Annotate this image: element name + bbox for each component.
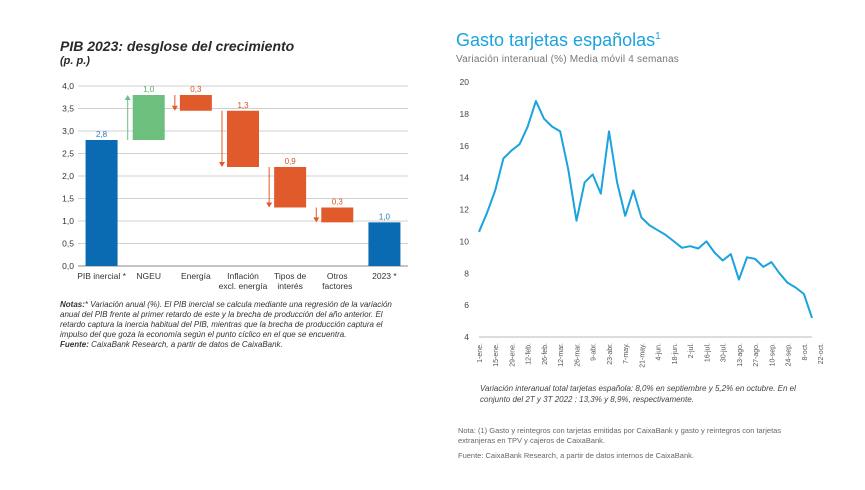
- line-y-tick-label: 10: [460, 236, 470, 246]
- notes-text: * Variación anual (%). El PIB inercial s…: [60, 300, 392, 339]
- waterfall-x-tick-label: excl. energía: [219, 281, 268, 291]
- source-text: CaixaBank Research, a partir de datos de…: [88, 340, 283, 349]
- line-x-tick-label: 21-may.: [639, 343, 646, 368]
- line-x-tick-label: 1-ene.: [477, 343, 484, 363]
- waterfall-x-tick-label: NGEU: [136, 271, 161, 281]
- waterfall-y-tick-label: 3,5: [62, 104, 74, 114]
- right-chart-title: Gasto tarjetas españolas1: [456, 30, 661, 51]
- waterfall-data-label: 0,3: [332, 198, 344, 207]
- left-chart-title: PIB 2023: desglose del crecimiento: [60, 38, 295, 54]
- line-x-tick-label: 22-oct.: [818, 343, 825, 364]
- line-y-tick-label: 14: [460, 173, 470, 183]
- right-chart-note: Nota: (1) Gasto y reintegros con tarjeta…: [458, 426, 782, 445]
- waterfall-arrow-head: [124, 95, 131, 100]
- waterfall-x-tick-label: factores: [322, 281, 352, 291]
- line-x-tick-label: 4-jun.: [656, 343, 663, 361]
- line-y-tick-label: 12: [460, 205, 470, 215]
- line-x-tick-label: 18-jun.: [672, 343, 679, 364]
- waterfall-bar: [85, 140, 118, 266]
- line-y-tick-label: 4: [464, 332, 469, 342]
- line-x-tick-label: 26-feb.: [542, 343, 549, 365]
- waterfall-bar: [227, 110, 259, 167]
- waterfall-y-tick-label: 1,0: [62, 216, 74, 226]
- source-label: Fuente:: [60, 340, 89, 349]
- line-y-tick-label: 8: [464, 268, 469, 278]
- line-y-tick-label: 6: [464, 300, 469, 310]
- waterfall-x-tick-label: Tipos de: [274, 271, 307, 281]
- waterfall-bar: [132, 95, 165, 140]
- line-x-tick-label: 7-may.: [623, 343, 630, 364]
- waterfall-y-tick-label: 1,5: [62, 194, 74, 204]
- line-x-tick-label: 29-ene.: [509, 343, 516, 367]
- waterfall-chart: 0,0 0,5 1,0 1,5 2,0 2,5 3,0 3,5 4,0 2,8 PIB inerci…: [62, 81, 408, 291]
- waterfall-bar: [368, 222, 401, 266]
- waterfall-data-label: 0,9: [285, 157, 297, 166]
- waterfall-bar: [274, 167, 307, 208]
- line-series: [478, 100, 813, 319]
- waterfall-x-tick-label: Otros: [327, 271, 348, 281]
- waterfall-x-tick-label: interés: [277, 281, 303, 291]
- waterfall-y-tick-label: 3,0: [62, 126, 74, 136]
- line-y-tick-label: 16: [460, 141, 470, 151]
- line-x-tick-label: 13-ago.: [737, 343, 744, 367]
- waterfall-y-tick-label: 0,5: [62, 239, 74, 249]
- waterfall-y-tick-label: 0,0: [62, 261, 74, 271]
- left-chart-unit: (p. p.): [60, 55, 90, 67]
- line-x-tick-label: 27-ago.: [753, 343, 760, 367]
- right-chart-subtitle: Variación interanual (%) Media móvil 4 s…: [456, 54, 679, 65]
- right-title-text: Gasto tarjetas españolas: [456, 30, 656, 50]
- waterfall-x-tick-label: PIB inercial *: [77, 271, 126, 281]
- line-x-tick-label: 9-abr.: [591, 343, 598, 361]
- waterfall-arrow-head: [219, 162, 225, 167]
- waterfall-y-tick-label: 2,5: [62, 149, 74, 159]
- right-title-footnote-mark: 1: [655, 31, 661, 42]
- waterfall-y-tick-label: 2,0: [62, 171, 74, 181]
- waterfall-bar: [179, 95, 212, 111]
- line-x-tick-label: 8-oct.: [802, 343, 809, 361]
- waterfall-x-tick-label: Energía: [181, 271, 211, 281]
- waterfall-y-tick-label: 4,0: [62, 81, 74, 91]
- waterfall-data-label: 1,0: [379, 212, 391, 221]
- right-chart-annotation: Variación interanual total tarjetas espa…: [480, 384, 796, 404]
- waterfall-arrow-head: [266, 202, 273, 208]
- line-x-tick-label: 30-jul.: [721, 343, 728, 362]
- line-chart: 4 6 8 10 12 14 16 18 20 1-ene. 15-ene. 29-ene. 12-fe…: [460, 77, 826, 368]
- line-y-tick-label: 20: [460, 77, 470, 87]
- notes-label: Notas:: [60, 300, 85, 309]
- line-x-tick-label: 12-feb.: [526, 343, 533, 365]
- line-x-tick-label: 24-sep.: [786, 343, 793, 366]
- waterfall-arrow-head: [171, 105, 178, 111]
- waterfall-arrow-head: [313, 217, 320, 223]
- waterfall-data-label: 0,3: [190, 85, 202, 94]
- line-x-tick-label: 26-mar.: [574, 343, 581, 367]
- waterfall-data-label: 1,0: [143, 85, 155, 94]
- line-y-tick-label: 18: [460, 109, 470, 119]
- line-x-tick-label: 23-abr.: [607, 343, 614, 365]
- left-chart-notes: Notas:* Variación anual (%). El PIB iner…: [60, 300, 410, 350]
- line-x-tick-label: 15-ene.: [493, 343, 500, 367]
- waterfall-x-tick-label: 2023 *: [372, 271, 397, 281]
- line-x-tick-label: 16-jul.: [704, 343, 711, 362]
- waterfall-x-tick-label: Inflación: [227, 271, 259, 281]
- waterfall-data-label: 1,3: [237, 101, 249, 110]
- waterfall-data-label: 2,8: [96, 130, 108, 139]
- line-x-tick-label: 12-mar.: [558, 343, 565, 367]
- line-x-tick-label: 2-jul.: [688, 343, 695, 358]
- waterfall-bar: [321, 207, 354, 223]
- line-x-tick-label: 10-sep.: [769, 343, 776, 366]
- right-chart-source: Fuente: CaixaBank Research, a partir de …: [458, 451, 694, 460]
